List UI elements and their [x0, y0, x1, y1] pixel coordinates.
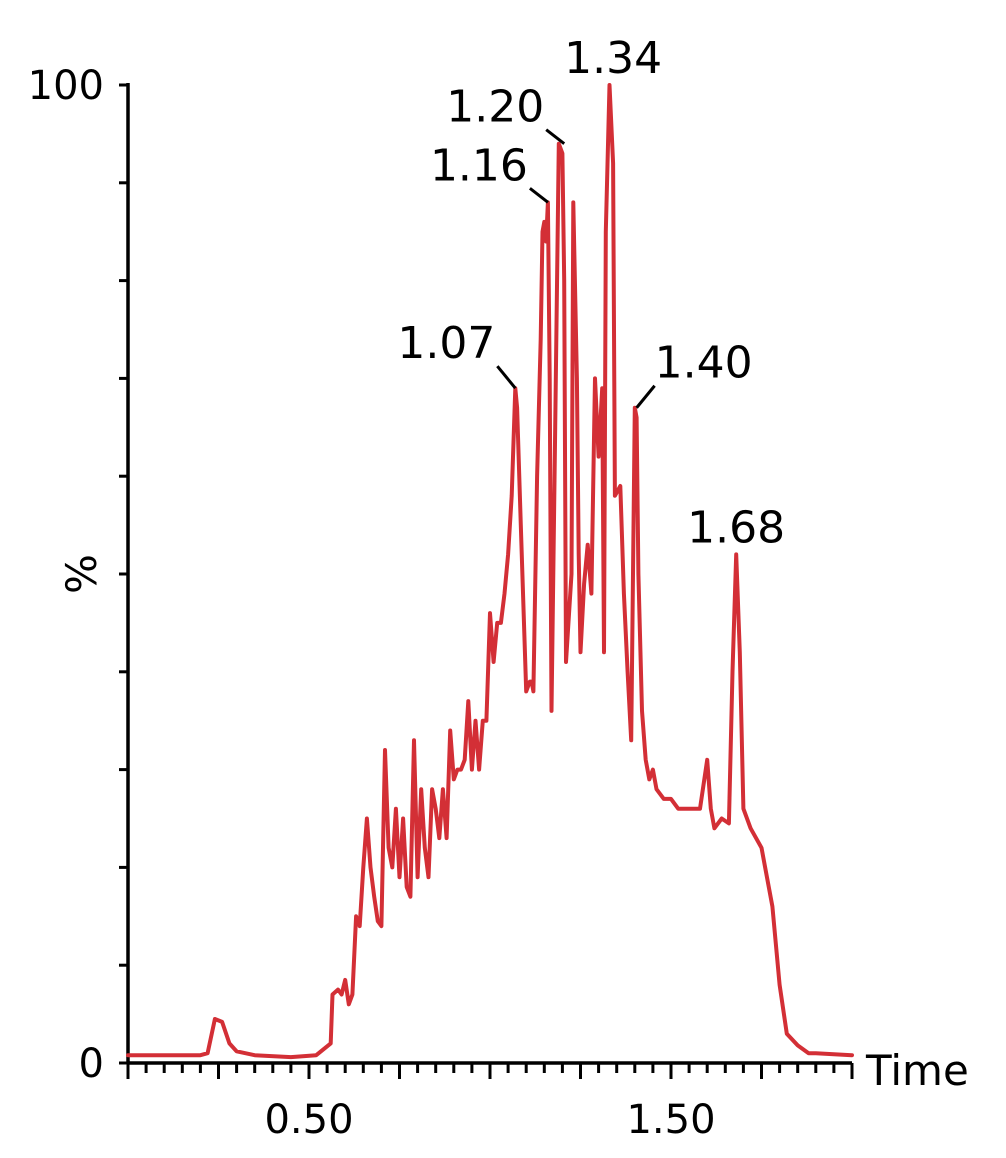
y-tick-label: 100 — [28, 63, 104, 109]
peak-label-group: 1.68 — [687, 502, 785, 553]
peak-leader-line — [545, 128, 566, 145]
peak-label-group: 1.20 — [446, 82, 566, 145]
y-axis-title: % — [57, 554, 106, 594]
peak-leader-line — [528, 187, 549, 204]
y-tick-label: 0 — [79, 1041, 104, 1087]
peak-label: 1.40 — [655, 338, 753, 389]
peak-label: 1.16 — [430, 140, 528, 191]
tick-labels: 0 100 0.50 1.50 — [28, 63, 716, 1143]
peak-label: 1.68 — [687, 502, 785, 553]
peak-label-group: 1.16 — [430, 140, 549, 204]
axes — [119, 83, 854, 1079]
peak-label-group: 1.34 — [564, 33, 662, 84]
peak-label: 1.07 — [397, 318, 495, 369]
x-tick-label: 0.50 — [264, 1097, 353, 1143]
peak-label-group: 1.07 — [397, 318, 517, 390]
x-axis-title: Time — [865, 1046, 969, 1095]
peak-leader-line — [496, 365, 517, 390]
peak-labels: 1.07 1.16 1.20 1.34 1.40 1.68 — [397, 33, 785, 553]
x-axis-ticks — [126, 1063, 854, 1079]
peak-label-group: 1.40 — [635, 338, 753, 409]
peak-label: 1.20 — [446, 82, 544, 133]
peak-leader-line — [635, 384, 656, 409]
chromatogram-trace — [126, 83, 854, 1060]
x-tick-label: 1.50 — [626, 1097, 715, 1143]
peak-label: 1.34 — [564, 33, 662, 84]
y-axis-ticks — [119, 83, 128, 1065]
